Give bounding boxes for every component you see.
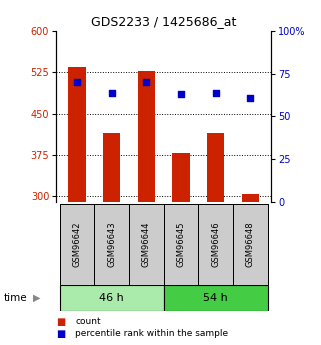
Text: 46 h: 46 h	[99, 293, 124, 303]
Point	[144, 80, 149, 85]
Text: GSM96644: GSM96644	[142, 221, 151, 267]
Bar	[233, 204, 268, 285]
Point	[248, 95, 253, 100]
Text: ■: ■	[56, 317, 65, 326]
Bar	[242, 194, 259, 202]
Text: 54 h: 54 h	[204, 293, 228, 303]
Text: percentile rank within the sample: percentile rank within the sample	[75, 329, 229, 338]
Bar	[164, 285, 268, 310]
Text: time: time	[3, 293, 27, 303]
Bar	[129, 204, 164, 285]
Text: ■: ■	[56, 329, 65, 339]
Bar	[207, 133, 224, 202]
Bar	[198, 204, 233, 285]
Bar	[60, 285, 164, 310]
Text: GDS2233 / 1425686_at: GDS2233 / 1425686_at	[91, 16, 236, 29]
Point	[74, 80, 80, 85]
Point	[213, 90, 218, 95]
Text: GSM96646: GSM96646	[211, 221, 220, 267]
Bar	[138, 71, 155, 202]
Bar	[94, 204, 129, 285]
Text: GSM96648: GSM96648	[246, 221, 255, 267]
Point	[178, 91, 184, 97]
Bar	[103, 133, 120, 202]
Text: ▶: ▶	[33, 293, 41, 303]
Bar	[164, 204, 198, 285]
Text: count: count	[75, 317, 101, 326]
Text: GSM96643: GSM96643	[107, 221, 116, 267]
Bar	[60, 204, 94, 285]
Text: GSM96642: GSM96642	[73, 221, 82, 267]
Bar	[172, 153, 190, 202]
Text: GSM96645: GSM96645	[177, 221, 186, 267]
Bar	[68, 67, 86, 202]
Point	[109, 90, 114, 95]
